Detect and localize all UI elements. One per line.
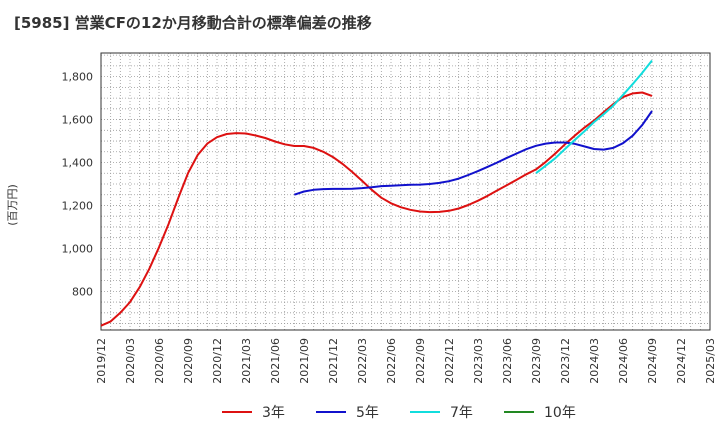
- plot-frame: [100, 52, 711, 331]
- legend-item-5y: 5年: [316, 402, 379, 422]
- x-tick-label: 2024/12: [675, 338, 688, 384]
- legend-swatch-5y: [316, 411, 346, 413]
- series-line-0: [100, 91, 653, 327]
- legend: 3年 5年 7年 10年: [0, 402, 720, 426]
- legend-swatch-7y: [410, 411, 440, 413]
- x-tick-label: 2021/12: [327, 338, 340, 384]
- x-tick-label: 2022/06: [385, 338, 398, 384]
- x-tick-label: 2021/09: [298, 338, 311, 384]
- legend-label-10y: 10年: [544, 405, 576, 421]
- y-axis-ticks: 800 1,000 1,200 1,400 1,600 1,800: [62, 71, 94, 299]
- x-tick-label: 2023/09: [530, 338, 543, 384]
- y-tick-label: 1,600: [62, 114, 94, 127]
- x-tick-label: 2024/03: [588, 338, 601, 384]
- x-tick-label: 2019/12: [95, 338, 108, 384]
- y-tick-label: 1,000: [62, 242, 94, 255]
- x-tick-label: 2023/12: [559, 338, 572, 384]
- legend-label-5y: 5年: [356, 405, 379, 421]
- x-tick-label: 2023/03: [472, 338, 485, 384]
- series-lines: [100, 59, 653, 327]
- x-tick-label: 2020/12: [211, 338, 224, 384]
- x-tick-label: 2021/03: [240, 338, 253, 384]
- x-tick-label: 2023/06: [501, 338, 514, 384]
- x-tick-label: 2024/06: [617, 338, 630, 384]
- x-tick-label: 2020/09: [182, 338, 195, 384]
- x-tick-label: 2024/09: [646, 338, 659, 384]
- y-axis-label: (百万円): [6, 184, 19, 226]
- x-tick-label: 2020/06: [153, 338, 166, 384]
- y-tick-label: 1,400: [62, 157, 94, 170]
- legend-label-3y: 3年: [262, 405, 285, 421]
- legend-item-10y: 10年: [504, 402, 576, 422]
- x-tick-label: 2022/12: [443, 338, 456, 384]
- x-tick-label: 2021/06: [269, 338, 282, 384]
- legend-swatch-10y: [504, 411, 534, 413]
- x-tick-label: 2025/03: [704, 338, 717, 384]
- legend-swatch-3y: [222, 411, 252, 413]
- chart-title: [5985] 営業CFの12か月移動合計の標準偏差の推移: [14, 14, 372, 32]
- legend-item-3y: 3年: [222, 402, 285, 422]
- legend-label-7y: 7年: [450, 405, 473, 421]
- series-line-2: [535, 59, 653, 174]
- x-tick-label: 2020/03: [124, 338, 137, 384]
- x-axis-ticks: 2019/12 2020/03 2020/06 2020/09 2020/12 2021/…: [95, 338, 717, 384]
- x-tick-label: 2022/09: [414, 338, 427, 384]
- x-tick-label: 2022/03: [356, 338, 369, 384]
- y-tick-label: 1,800: [62, 71, 94, 84]
- y-tick-label: 1,200: [62, 199, 94, 212]
- grid-lines: [101, 53, 710, 330]
- y-tick-label: 800: [72, 285, 93, 298]
- series-line-1: [293, 110, 653, 196]
- legend-item-7y: 7年: [410, 402, 473, 422]
